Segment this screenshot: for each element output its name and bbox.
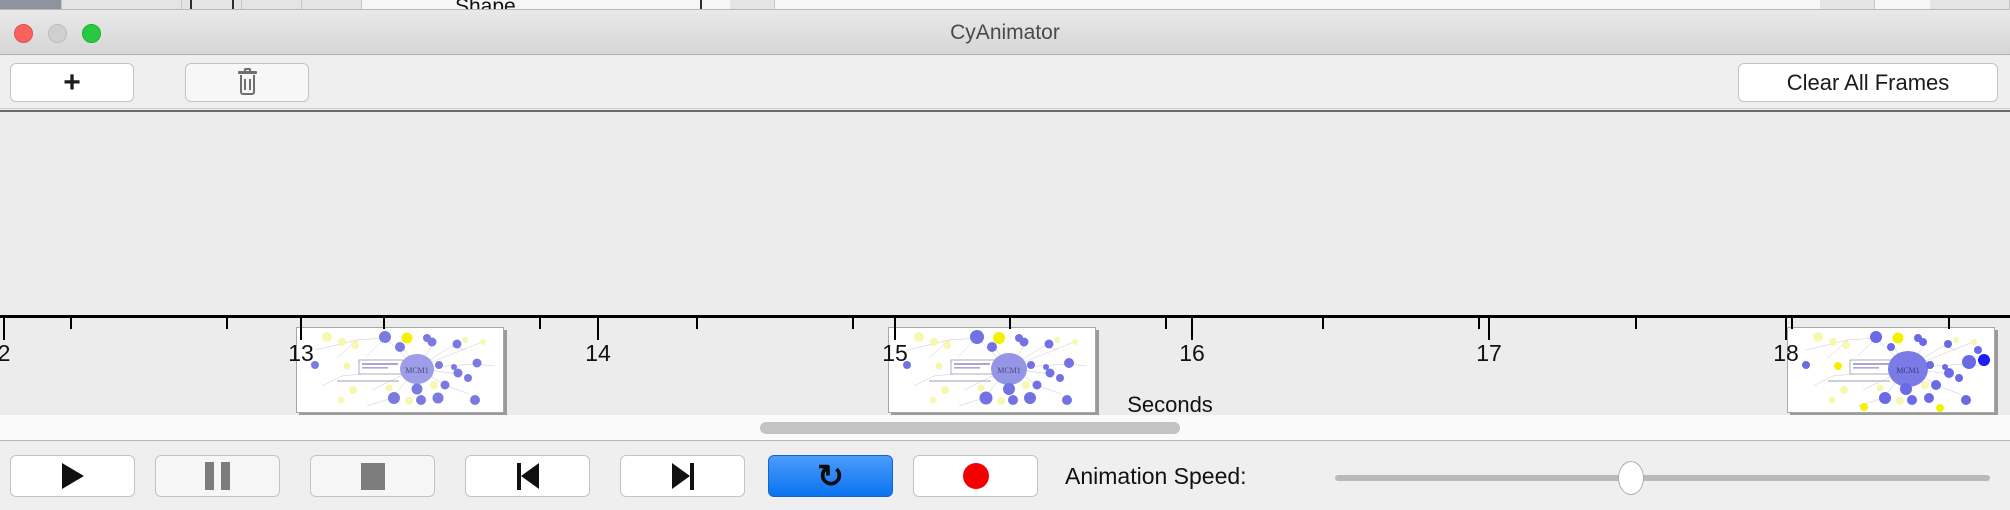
- network-thumbnail-image: MCM1: [889, 328, 1095, 412]
- bg-seg: [0, 0, 62, 9]
- loop-button[interactable]: ↻: [768, 455, 893, 497]
- axis-tick-minor: [1322, 318, 1324, 329]
- play-icon: [61, 463, 84, 489]
- add-frame-button[interactable]: +: [10, 63, 134, 102]
- skip-to-end-button[interactable]: [620, 455, 745, 497]
- axis-tick-major: [1488, 318, 1490, 340]
- axis-tick-minor: [226, 318, 228, 329]
- title-bar: CyAnimator: [0, 10, 2010, 55]
- delete-frame-button[interactable]: [185, 63, 309, 102]
- axis-tick-minor: [1948, 318, 1950, 329]
- svg-text:MCM1: MCM1: [997, 366, 1021, 375]
- clear-all-frames-label: Clear All Frames: [1786, 69, 1950, 95]
- record-button[interactable]: [913, 455, 1038, 497]
- pause-icon: [205, 462, 230, 490]
- axis-tick-label: 13: [288, 340, 314, 366]
- bg-seg: [242, 0, 302, 9]
- axis-tick-minor: [1635, 318, 1637, 329]
- axis-tick-label: 2: [0, 340, 10, 367]
- axis-tick-minor: [1478, 318, 1480, 329]
- window-title: CyAnimator: [950, 21, 1060, 44]
- axis-tick-major: [300, 318, 302, 340]
- slider-track: [1335, 475, 1990, 481]
- bg-seg: [1820, 0, 1875, 9]
- pause-button[interactable]: [155, 455, 280, 497]
- minimize-icon[interactable]: [48, 24, 67, 43]
- maximize-icon[interactable]: [82, 24, 101, 43]
- timeline-axis-title: Seconds: [1127, 392, 1213, 415]
- animation-speed-slider[interactable]: [1335, 461, 1990, 495]
- plus-icon: +: [63, 65, 81, 99]
- skip-to-start-icon: [515, 462, 541, 490]
- bg-seg: [1930, 0, 2010, 9]
- network-thumbnail-image: MCM1: [297, 328, 503, 412]
- svg-text:MCM1: MCM1: [1896, 366, 1920, 375]
- clear-all-frames-button[interactable]: Clear All Frames: [1738, 63, 1998, 102]
- play-button[interactable]: [10, 455, 135, 497]
- axis-tick-major: [1191, 318, 1193, 340]
- axis-tick-major: [894, 318, 896, 340]
- record-icon: [962, 463, 989, 489]
- axis-tick-minor: [539, 318, 541, 329]
- timeline-scrollbar[interactable]: [0, 415, 2010, 441]
- background-window-strip: Shape: [0, 0, 2010, 10]
- scrollbar-thumb[interactable]: [760, 422, 1180, 434]
- axis-tick-major: [597, 318, 599, 340]
- axis-tick-label: 14: [585, 340, 611, 366]
- axis-tick-minor: [1791, 318, 1793, 329]
- bg-tick: [190, 0, 192, 9]
- slider-thumb[interactable]: [1618, 461, 1644, 495]
- timeline-axis: [0, 315, 2010, 318]
- bg-tick: [700, 0, 702, 9]
- timeline-frame-thumbnail[interactable]: MCM1: [296, 327, 504, 413]
- svg-text:MCM1: MCM1: [405, 366, 429, 375]
- axis-tick-minor: [70, 318, 72, 329]
- axis-tick-minor: [1165, 318, 1167, 329]
- bg-tick: [232, 0, 234, 9]
- background-window-label: Shape: [455, 0, 516, 9]
- axis-tick-label: 18: [1773, 340, 1799, 366]
- toolbar: + Clear All Frames: [0, 56, 2010, 109]
- close-icon[interactable]: [14, 24, 33, 43]
- trash-icon: [237, 67, 257, 95]
- stop-icon: [360, 462, 385, 490]
- network-thumbnail-image: MCM1: [1788, 328, 1994, 412]
- bg-seg: [182, 0, 242, 9]
- axis-tick-label: 16: [1179, 340, 1205, 366]
- bg-seg: [302, 0, 362, 9]
- timeline-frame-thumbnail[interactable]: MCM1: [888, 327, 1096, 413]
- axis-tick-minor: [1009, 318, 1011, 329]
- axis-tick-minor: [696, 318, 698, 329]
- bg-seg: [730, 0, 775, 9]
- axis-tick-minor: [852, 318, 854, 329]
- skip-to-end-icon: [670, 462, 696, 490]
- animation-speed-label: Animation Speed:: [1065, 463, 1247, 489]
- timeline-frame-thumbnail[interactable]: MCM1: [1787, 327, 1995, 413]
- skip-to-start-button[interactable]: [465, 455, 590, 497]
- stop-button[interactable]: [310, 455, 435, 497]
- axis-tick-minor: [383, 318, 385, 329]
- playback-controls: ↻ Animation Speed:: [0, 442, 2010, 510]
- axis-tick-label: 15: [882, 340, 908, 366]
- axis-tick-major: [3, 318, 5, 340]
- axis-tick-major: [1785, 318, 1787, 340]
- loop-icon: ↻: [817, 458, 844, 494]
- timeline-panel[interactable]: MCM1: [0, 110, 2010, 415]
- axis-tick-label: 17: [1476, 340, 1502, 366]
- bg-seg: [62, 0, 182, 9]
